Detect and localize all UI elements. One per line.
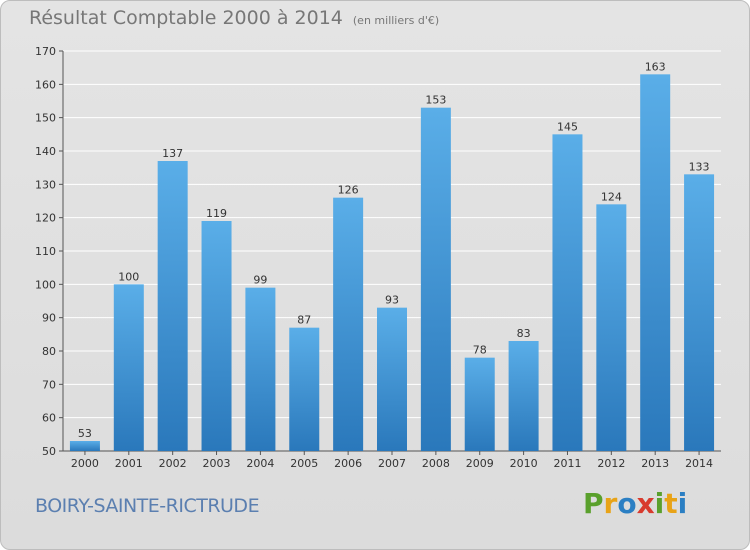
proxiti-logo: Proxiti (583, 487, 687, 520)
bar-value-label: 145 (557, 120, 578, 133)
x-tick-label: 2007 (378, 457, 406, 470)
bar-value-label: 119 (206, 207, 227, 220)
y-tick-label: 110 (35, 245, 56, 258)
bar-value-label: 124 (601, 190, 622, 203)
y-tick-label: 70 (42, 378, 56, 391)
bar-value-label: 137 (162, 147, 183, 160)
bar (245, 287, 276, 451)
x-tick-label: 2013 (641, 457, 669, 470)
bar (377, 307, 407, 451)
x-tick-label: 2014 (685, 457, 713, 470)
title-text: Résultat Comptable 2000 à 2014 (29, 7, 343, 29)
y-tick-label: 90 (42, 312, 56, 325)
bar (508, 341, 539, 451)
bar (333, 197, 364, 451)
bar-value-label: 53 (78, 427, 92, 440)
x-tick-label: 2000 (71, 457, 99, 470)
bar-value-label: 83 (517, 327, 531, 340)
y-tick-label: 100 (35, 278, 56, 291)
x-tick-label: 2008 (422, 457, 450, 470)
bar (69, 441, 100, 451)
y-tick-label: 80 (42, 345, 56, 358)
bar (640, 74, 671, 451)
y-tick-label: 140 (35, 145, 56, 158)
x-tick-label: 2005 (290, 457, 318, 470)
y-tick-label: 170 (35, 45, 56, 58)
logo-letter: P (583, 487, 604, 520)
bar-value-label: 126 (338, 184, 359, 197)
bar (157, 161, 188, 451)
bar-value-label: 99 (253, 274, 267, 287)
y-tick-label: 120 (35, 212, 56, 225)
bar-value-label: 100 (118, 270, 139, 283)
logo-letter: o (617, 487, 637, 520)
bar (684, 174, 715, 452)
bar-value-label: 163 (645, 60, 666, 73)
commune-name: BOIRY-SAINTE-RICTRUDE (35, 495, 260, 517)
y-tick-label: 50 (42, 445, 56, 458)
y-tick-label: 60 (42, 412, 56, 425)
chart-title: Résultat Comptable 2000 à 2014 (en millie… (29, 7, 439, 29)
bar (289, 327, 320, 451)
logo-letter: i (654, 487, 665, 520)
bar (596, 204, 627, 451)
bar-value-label: 78 (473, 344, 487, 357)
logo-letter: x (636, 487, 655, 520)
bar-value-label: 133 (689, 160, 710, 173)
x-tick-label: 2012 (597, 457, 625, 470)
bar-value-label: 93 (385, 294, 399, 307)
x-tick-label: 2004 (246, 457, 274, 470)
logo-letter: i (677, 487, 688, 520)
x-tick-label: 2009 (466, 457, 494, 470)
bar (113, 284, 144, 451)
x-tick-label: 2011 (553, 457, 581, 470)
bar-value-label: 87 (297, 314, 311, 327)
bar (464, 357, 495, 451)
logo-letter: t (664, 487, 678, 520)
y-tick-label: 150 (35, 112, 56, 125)
x-tick-label: 2002 (159, 457, 187, 470)
bar (201, 221, 232, 451)
x-tick-label: 2003 (203, 457, 231, 470)
bar (552, 134, 583, 452)
title-unit: (en milliers d'€) (352, 14, 440, 27)
logo-letter: r (603, 487, 618, 520)
y-tick-label: 130 (35, 178, 56, 191)
bar-value-label: 153 (425, 94, 446, 107)
x-tick-label: 2006 (334, 457, 362, 470)
x-tick-label: 2010 (510, 457, 538, 470)
bar (420, 107, 451, 452)
y-tick-label: 160 (35, 78, 56, 91)
x-tick-label: 2001 (115, 457, 143, 470)
